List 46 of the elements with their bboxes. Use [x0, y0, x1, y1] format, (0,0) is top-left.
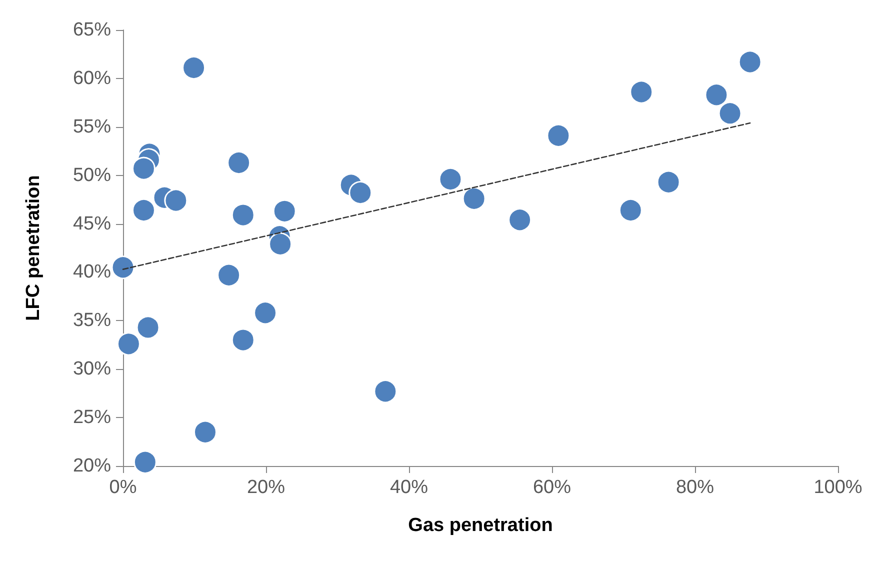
y-tick-label: 40%: [72, 262, 112, 283]
point: [231, 328, 255, 352]
point: [618, 198, 642, 222]
point: [136, 316, 160, 340]
x-axis-title: Gas penetration: [408, 515, 553, 536]
point: [132, 198, 156, 222]
point: [231, 203, 255, 227]
x-tick-label: 40%: [390, 477, 428, 498]
y-tick-label: 65%: [72, 20, 112, 40]
point: [738, 50, 762, 74]
point: [182, 56, 206, 80]
point: [704, 83, 728, 107]
point: [217, 263, 241, 287]
point: [164, 188, 188, 212]
point: [508, 208, 532, 232]
x-tick-label: 0%: [109, 477, 137, 498]
point: [546, 124, 570, 148]
point: [132, 156, 156, 180]
point: [630, 80, 654, 104]
point: [133, 450, 157, 474]
point: [268, 232, 292, 256]
point: [348, 181, 372, 205]
point: [194, 420, 217, 444]
x-tick-label: 80%: [676, 477, 714, 498]
x-tick-label: 20%: [246, 477, 286, 498]
y-tick-label: 50%: [72, 164, 112, 186]
point: [227, 150, 251, 174]
point: [462, 186, 486, 210]
x-tick-label: 100%: [814, 477, 862, 498]
point: [438, 167, 462, 191]
y-axis-title: LFC penetration: [23, 175, 44, 321]
point: [254, 301, 278, 325]
y-tick-label: 30%: [72, 358, 112, 380]
point: [111, 256, 135, 280]
point: [656, 170, 680, 194]
x-tick-label: 60%: [532, 477, 572, 498]
point: [272, 199, 296, 223]
y-tick-label: 60%: [72, 68, 112, 89]
y-tick-label: 25%: [72, 407, 112, 428]
y-tick-label: 20%: [72, 456, 112, 476]
point: [718, 102, 742, 126]
y-tick-label: 45%: [72, 213, 112, 234]
point: [116, 332, 140, 356]
y-tick-label: 55%: [72, 116, 112, 138]
y-tick-label: 35%: [72, 310, 112, 332]
point: [374, 380, 398, 404]
